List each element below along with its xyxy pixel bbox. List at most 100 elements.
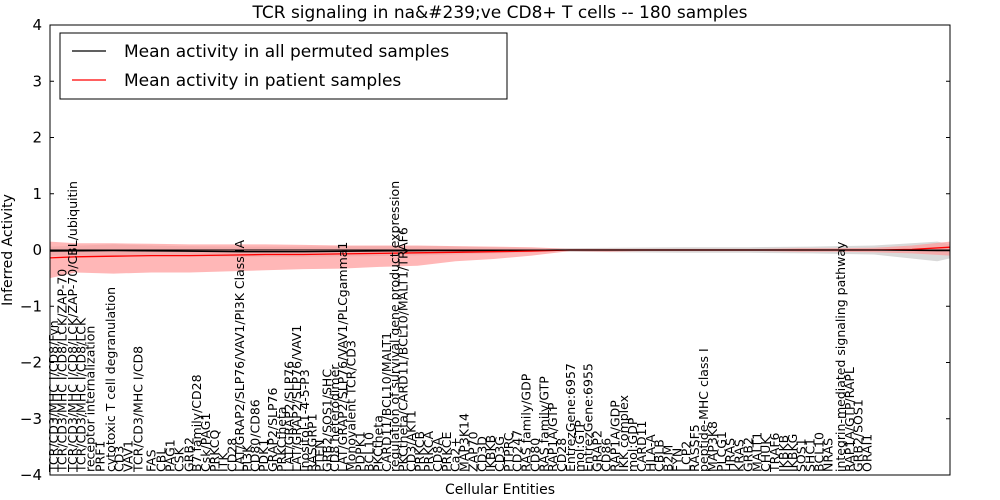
legend-label-patient: Mean activity in patient samples (124, 71, 401, 91)
entity-label: PRKCA (421, 431, 436, 472)
entity-label: GRAP2/SLP76 (265, 387, 280, 472)
entity-label: Monovalent TCR/CD3 (344, 340, 359, 472)
entity-label: peptide-MHC class I (696, 348, 711, 472)
entity-label: Ca2+ (448, 437, 463, 472)
chart-title: TCR signaling in na&#239;ve CD8+ T cells… (251, 3, 747, 23)
entity-label: SOS1 (794, 438, 809, 472)
legend: Mean activity in all permuted samples Me… (59, 32, 508, 100)
entity-label: RAS family/GDP (519, 373, 534, 472)
entity-label: VAV1 (121, 440, 136, 472)
entity-label: RAP1A/GTP (545, 402, 560, 472)
entity-label: LAT/GRAP2/SLP76 (282, 361, 297, 472)
entity-label: receptor internalization (83, 326, 98, 472)
entity-label: RAS family/GTP (536, 376, 551, 472)
entity-label: PAG1 (162, 439, 177, 472)
entity-label: CD247 (510, 430, 525, 472)
entity-label: CD80 (528, 438, 543, 472)
entity-label: IKBKG (785, 434, 800, 472)
entity-label: GRAP2 (590, 430, 605, 472)
entity-label: TCR/CD3/MHC I/CD8/LCK/ZAP-70 (55, 269, 70, 473)
y-tick-label: 3 (32, 72, 42, 90)
entity-label: IKBKB (483, 435, 498, 472)
x-axis-label: Cellular Entities (445, 482, 555, 498)
entity-label: regulation of survival gene product expr… (387, 181, 402, 472)
entity-label: PRF1 (93, 441, 108, 472)
entity-label: PKCtheta (370, 415, 385, 472)
y-axis-label: Inferred Activity (0, 194, 16, 306)
entity-label: FYN (670, 448, 685, 472)
entity-label: GRB2 (741, 437, 756, 472)
y-tick-label: 4 (32, 16, 42, 34)
entity-label: GRB2/SOS1/SHC (320, 369, 335, 472)
entity-label: FAS (143, 449, 158, 472)
entity-label: Inositol-1-4-5-P3 (297, 369, 312, 472)
entity-label: GRB2 (181, 437, 196, 472)
entity-label: ORAI1 (860, 434, 875, 472)
entity-label: IKBKB (776, 435, 791, 472)
y-tick-label: −3 (20, 410, 42, 428)
entity-label: EntrezGene:6957 (563, 363, 578, 472)
entity-label: TCR/CD3/MHC I/CD8 (131, 346, 146, 473)
entity-label: LAT/GRAP2/SLP76/VAV1 (289, 325, 304, 472)
legend-label-permuted: Mean activity in all permuted samples (124, 42, 449, 62)
entity-label: MAP3K8 (705, 421, 720, 472)
entity-label: CD3/AKT1 (403, 410, 418, 472)
entity-label: PLCG1 (714, 431, 729, 472)
entity-label: CSK (171, 446, 186, 472)
entity-label: RASGRP1 (304, 413, 319, 472)
entity-label: ZAP70 (465, 431, 480, 472)
entity-label: mol:GDP (625, 417, 640, 472)
entity-label: CD86 (599, 438, 614, 472)
entity-label: cytotoxic T cell degranulation (103, 287, 118, 472)
entity-label: PRKCQ (207, 430, 222, 472)
entity-label: PRKCtheta (274, 406, 289, 472)
legend-box (59, 32, 508, 100)
entity-label: CBLB (652, 439, 667, 472)
entity-label: RAP1A/GTP/RAPL (842, 367, 857, 472)
entity-label: TCR/CD3/MHC I/CD8/LCK (74, 317, 89, 473)
entity-label: MALT1 (749, 432, 764, 472)
entity-label: GRB2/SOS1 (851, 399, 866, 472)
entity-label: CD3 (112, 446, 127, 472)
entity-label: NRAS (820, 438, 835, 472)
entity-label: RAP1A/GDP (607, 400, 622, 472)
y-tick-label: −4 (20, 466, 42, 484)
entity-label: RASSF5 (687, 424, 702, 472)
y-tick-label: −1 (20, 297, 42, 315)
entity-label: mol:GTP (572, 420, 587, 472)
entity-label: KRAS (732, 439, 747, 472)
entity-label: CBL (154, 448, 169, 472)
plot-frame (49, 24, 951, 476)
entity-label: CARD11/BCL10/MALT1 (379, 332, 394, 472)
entity-label: PDK1 (256, 439, 271, 472)
entity-label: CARD11 (634, 421, 649, 473)
entity-label: IKK complex (616, 395, 631, 472)
entity-label: CD8A (430, 437, 445, 472)
entity-label: CD8 heterodimer (327, 364, 342, 472)
patient-band (50, 241, 950, 279)
entity-label: integrin-mediated signaling pathway (833, 241, 848, 472)
entity-label: LAT/GRAP2/SLP76/VAV1/PI3K Class IA (232, 240, 247, 472)
entity-label: CD28 (554, 438, 569, 472)
entity-label: PRKCE (439, 432, 454, 472)
entity-label: PKCtheta/CARD11/BCL10/MALT1/TRAF6 (396, 227, 411, 472)
y-tick-label: −2 (20, 354, 42, 372)
entity-label: PI3K (240, 444, 255, 472)
y-tick-label: 2 (32, 129, 42, 147)
entity-label: EntrezGene:6955 (581, 363, 596, 472)
entity-label: B7 family/CD28 (189, 374, 204, 472)
entity-label: B2M (661, 445, 676, 472)
entity-label: LCP2 (678, 441, 693, 472)
entity-label: HRAS (723, 438, 738, 472)
entity-label: PTEN (312, 440, 327, 472)
entity-label: CD3G (492, 436, 507, 472)
entity-label: PDPK1 (353, 431, 368, 472)
entity-label: SHC1 (803, 438, 818, 472)
entity-label: TRAF6 (767, 432, 782, 473)
entity-label: TCR/CD3/MHC I/CD8/LCK/ZAP-70/CBL/ubiquit… (65, 181, 80, 473)
entity-label: ITK (216, 452, 231, 472)
entity-label: CHUK (758, 436, 773, 472)
y-tick-label: 0 (32, 241, 42, 259)
